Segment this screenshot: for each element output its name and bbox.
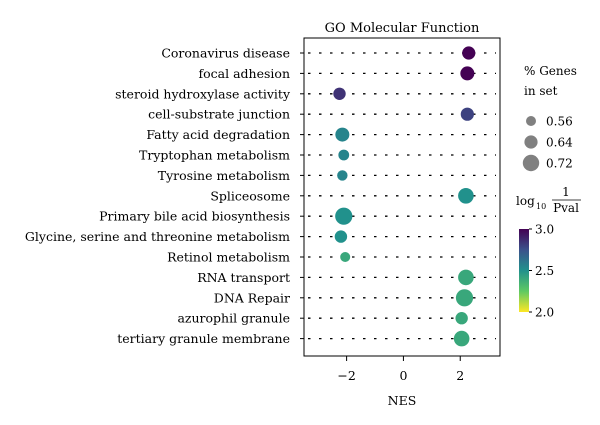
category-label: tertiary granule membrane (117, 331, 290, 346)
category-label: Tyrosine metabolism (158, 168, 290, 183)
colorbar-tick-label: 3.0 (535, 223, 554, 237)
color-legend: log 10 1 Pval 3.0 2.5 2.0 (516, 185, 581, 320)
category-label: DNA Repair (214, 290, 290, 305)
size-legend-title-line1: % Genes (524, 64, 577, 78)
data-point (334, 230, 348, 243)
category-label: steroid hydroxylase activity (115, 86, 291, 101)
color-legend-title-log: log (516, 194, 535, 208)
size-legend-items: 0.56 0.64 0.72 (522, 115, 573, 172)
category-label: Coronavirus disease (161, 46, 290, 61)
category-label: focal adhesion (199, 66, 290, 81)
plot-frame (303, 37, 501, 357)
category-label: Spliceosome (210, 188, 290, 203)
data-point (335, 127, 350, 142)
data-point (335, 207, 353, 225)
category-label: RNA transport (197, 270, 290, 285)
size-legend-label: 0.64 (546, 136, 573, 150)
category-label: Fatty acid degradation (146, 127, 290, 142)
grid-lines (300, 52, 496, 340)
size-legend-label: 0.56 (546, 115, 573, 129)
category-label: Retinol metabolism (167, 250, 290, 265)
category-label: azurophil granule (177, 311, 290, 326)
x-tick-label: 2 (456, 368, 464, 383)
x-axis-ticks: −2 0 2 (337, 356, 464, 383)
data-point (340, 252, 351, 262)
size-legend-title-line2: in set (524, 84, 558, 98)
size-legend-marker (526, 116, 536, 126)
chart-title: GO Molecular Function (325, 21, 480, 36)
x-tick-label: 0 (399, 368, 407, 383)
data-points (333, 46, 476, 347)
colorbar-tick-label: 2.5 (535, 264, 554, 278)
data-point (458, 188, 474, 204)
size-legend-marker (524, 135, 538, 149)
data-point (460, 66, 475, 81)
data-point (458, 269, 474, 286)
data-point (333, 87, 346, 101)
category-label: Tryptophan metabolism (139, 148, 290, 163)
color-legend-title-numerator: 1 (562, 185, 570, 199)
colorbar-tick-label: 2.0 (535, 306, 554, 320)
x-axis-label: NES (388, 393, 417, 408)
data-point (455, 312, 468, 325)
color-legend-title-subscript: 10 (536, 202, 546, 211)
color-legend-title-denominator: Pval (553, 201, 579, 215)
category-label: Primary bile acid biosynthesis (99, 209, 290, 224)
size-legend-marker (522, 154, 540, 172)
x-tick-label: −2 (337, 368, 355, 383)
size-legend-label: 0.72 (546, 157, 573, 171)
colorbar-ticks: 3.0 2.5 2.0 (529, 223, 554, 320)
data-point (462, 46, 476, 60)
data-point (455, 289, 474, 307)
colorbar (519, 229, 529, 312)
data-point (453, 330, 470, 347)
category-labels: Coronavirus disease focal adhesion steroid… (25, 46, 291, 347)
data-point (460, 107, 474, 121)
category-label: cell-substrate junction (148, 107, 290, 122)
data-point (337, 170, 348, 181)
size-legend: % Genes in set 0.56 0.64 0.72 (522, 64, 577, 172)
category-label: Glycine, serine and threonine metabolism (25, 229, 290, 244)
data-point (338, 149, 350, 161)
